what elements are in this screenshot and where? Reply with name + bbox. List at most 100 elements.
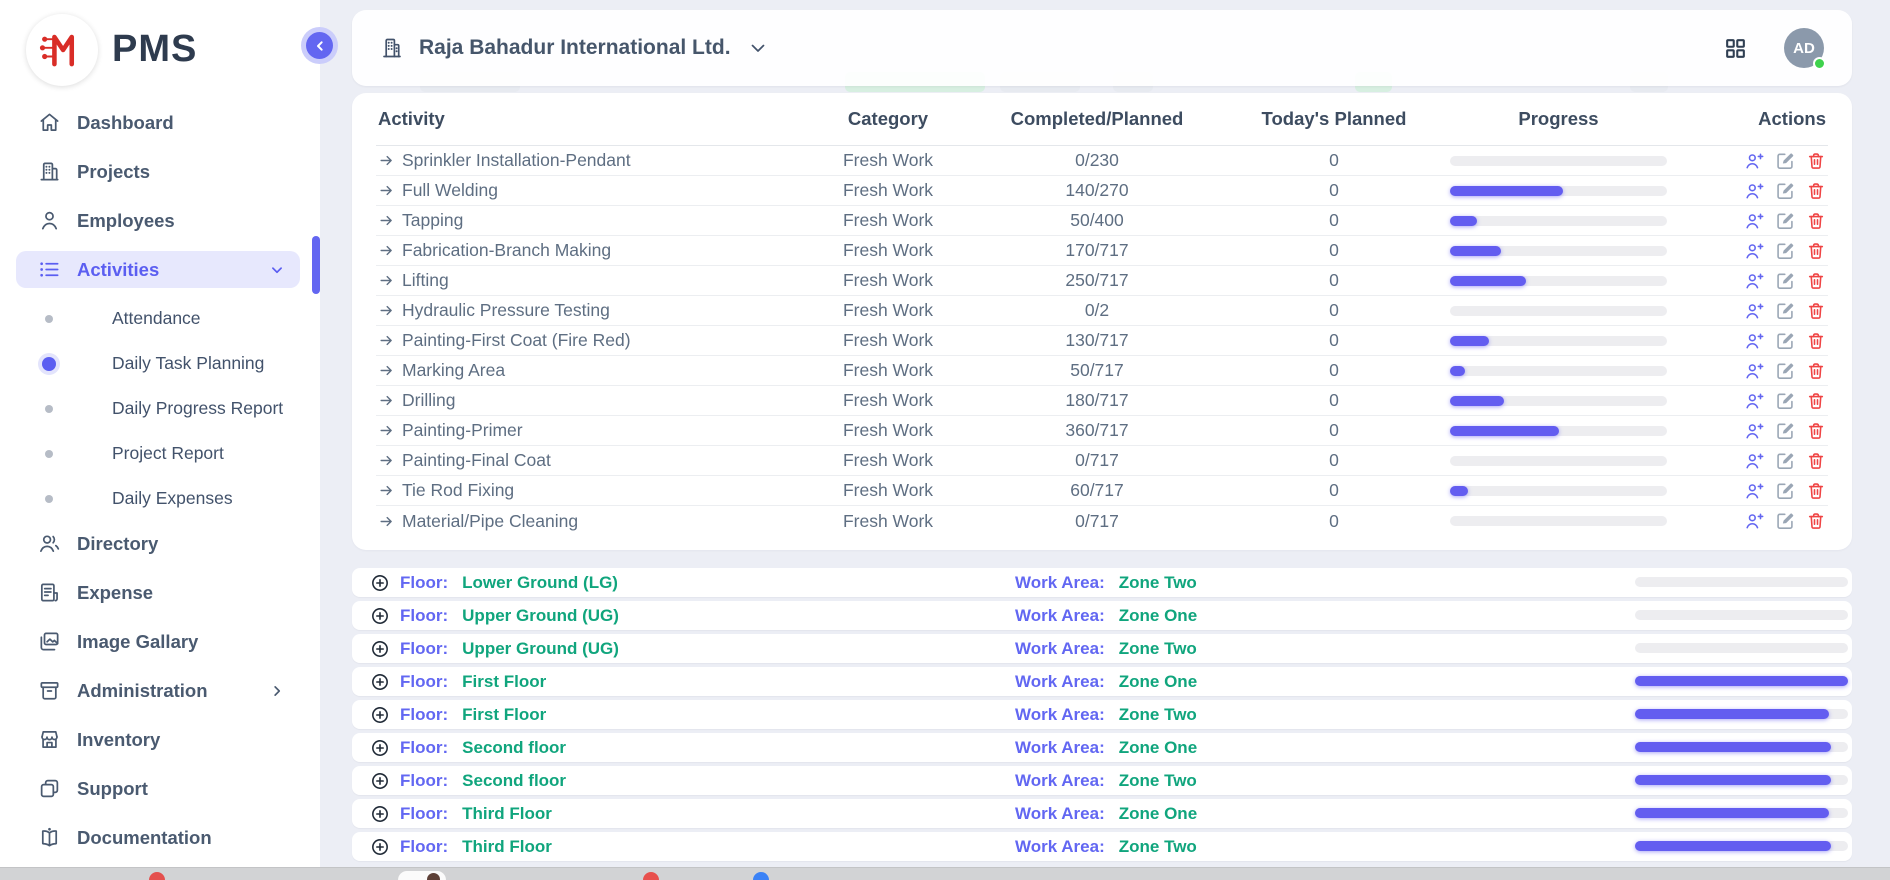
floor-row: Floor: Upper Ground (UG) Work Area: Zone… [352,601,1852,630]
activity-category: Fresh Work [842,420,934,440]
edit-button[interactable] [1775,451,1795,471]
edit-button[interactable] [1775,361,1795,381]
floor-progress-bar [1635,841,1848,851]
delete-button[interactable] [1806,421,1826,441]
assign-user-button[interactable] [1744,301,1764,321]
assign-user-button[interactable] [1744,271,1764,291]
activity-category: Fresh Work [842,150,934,170]
edit-button[interactable] [1775,421,1795,441]
assign-user-button[interactable] [1744,391,1764,411]
brand: PMS [0,0,320,99]
sidebar-item-administration[interactable]: Administration [0,672,320,717]
progress-bar [1450,485,1667,496]
sidebar-item-label: Directory [77,532,159,554]
work-area-group: Work Area: Zone Two [1015,639,1197,659]
sidebar-item-expense[interactable]: Expense [0,574,320,619]
expand-plus-icon[interactable] [370,804,390,824]
progress-bar [1450,335,1667,346]
edit-button[interactable] [1775,211,1795,231]
assign-user-button[interactable] [1744,421,1764,441]
sidebar-subitem-daily-progress-report[interactable]: Daily Progress Report [0,386,320,431]
sidebar-subitem-daily-task-planning[interactable]: Daily Task Planning [0,341,320,386]
floor-label: Floor: [400,803,449,823]
expand-plus-icon[interactable] [370,837,390,857]
delete-button[interactable] [1806,271,1826,291]
avatar[interactable]: AD [1784,28,1826,70]
admin-icon [38,679,61,702]
delete-button[interactable] [1806,481,1826,501]
expand-plus-icon[interactable] [370,771,390,791]
delete-button[interactable] [1806,241,1826,261]
chevron-right-icon [268,682,286,700]
expand-plus-icon[interactable] [370,606,390,626]
sidebar-collapse-button[interactable] [306,32,333,59]
assign-user-button[interactable] [1744,451,1764,471]
delete-button[interactable] [1806,181,1826,201]
floor-name: Lower Ground (LG) [462,572,618,592]
delete-button[interactable] [1806,361,1826,381]
sidebar-nav: Dashboard Projects Employees Activities Atte… [0,99,320,880]
delete-button[interactable] [1806,391,1826,411]
edit-button[interactable] [1775,331,1795,351]
sidebar-item-documentation[interactable]: Documentation [0,819,320,864]
assign-user-button[interactable] [1744,331,1764,351]
todays-planned-value: 0 [1329,180,1339,200]
work-area-name: Zone Two [1118,836,1197,856]
expand-plus-icon[interactable] [370,573,390,593]
taskbar-strip [0,867,1890,880]
delete-button[interactable] [1806,511,1826,531]
sidebar-item-projects[interactable]: Projects [0,153,320,198]
edit-button[interactable] [1775,481,1795,501]
delete-button[interactable] [1806,451,1826,471]
edit-button[interactable] [1775,151,1795,171]
sidebar-item-activities[interactable]: Activities [0,251,320,296]
edit-button[interactable] [1775,511,1795,531]
sidebar-item-support[interactable]: Support [0,770,320,815]
assign-user-button[interactable] [1744,511,1764,531]
activity-row: Full Welding Fresh Work 140/270 0 [376,176,1828,206]
floor-progress-bar [1635,775,1848,785]
sidebar-subitem-daily-expenses[interactable]: Daily Expenses [0,476,320,521]
edit-button[interactable] [1775,241,1795,261]
bullet-dot-icon [41,314,56,323]
sidebar-subitem-project-report[interactable]: Project Report [0,431,320,476]
delete-button[interactable] [1806,331,1826,351]
bullet-dot-icon [41,356,56,371]
delete-button[interactable] [1806,151,1826,171]
assign-user-button[interactable] [1744,241,1764,261]
expand-plus-icon[interactable] [370,738,390,758]
activity-row: Material/Pipe Cleaning Fresh Work 0/717 … [376,506,1828,536]
expand-plus-icon[interactable] [370,672,390,692]
work-area-name: Zone Two [1118,638,1197,658]
sidebar-item-employees[interactable]: Employees [0,202,320,247]
column-header-category: Category [847,108,929,129]
edit-button[interactable] [1775,391,1795,411]
sidebar-item-image-gallary[interactable]: Image Gallary [0,623,320,668]
assign-user-button[interactable] [1744,361,1764,381]
sidebar-item-directory[interactable]: Directory [0,525,320,570]
floor-progress-bar [1635,709,1848,719]
sidebar-item-inventory[interactable]: Inventory [0,721,320,766]
floor-row: Floor: Second floor Work Area: Zone Two [352,766,1852,795]
sidebar-item-dashboard[interactable]: Dashboard [0,104,320,149]
delete-button[interactable] [1806,211,1826,231]
todays-planned-value: 0 [1329,300,1339,320]
company-selector[interactable]: Raja Bahadur International Ltd. [380,36,770,60]
column-header-completed-planned: Completed/Planned [1010,108,1184,129]
assign-user-button[interactable] [1744,211,1764,231]
edit-button[interactable] [1775,301,1795,321]
apps-grid-button[interactable] [1723,36,1748,61]
floor-name: Upper Ground (UG) [462,638,619,658]
assign-user-button[interactable] [1744,181,1764,201]
expand-plus-icon[interactable] [370,639,390,659]
edit-button[interactable] [1775,271,1795,291]
assign-user-button[interactable] [1744,481,1764,501]
expand-plus-icon[interactable] [370,705,390,725]
sidebar-subitem-attendance[interactable]: Attendance [0,296,320,341]
edit-button[interactable] [1775,181,1795,201]
completed-planned-value: 60/717 [1070,480,1124,500]
arrow-right-icon [378,182,395,199]
assign-user-button[interactable] [1744,151,1764,171]
floor-name: Upper Ground (UG) [462,605,619,625]
delete-button[interactable] [1806,301,1826,321]
